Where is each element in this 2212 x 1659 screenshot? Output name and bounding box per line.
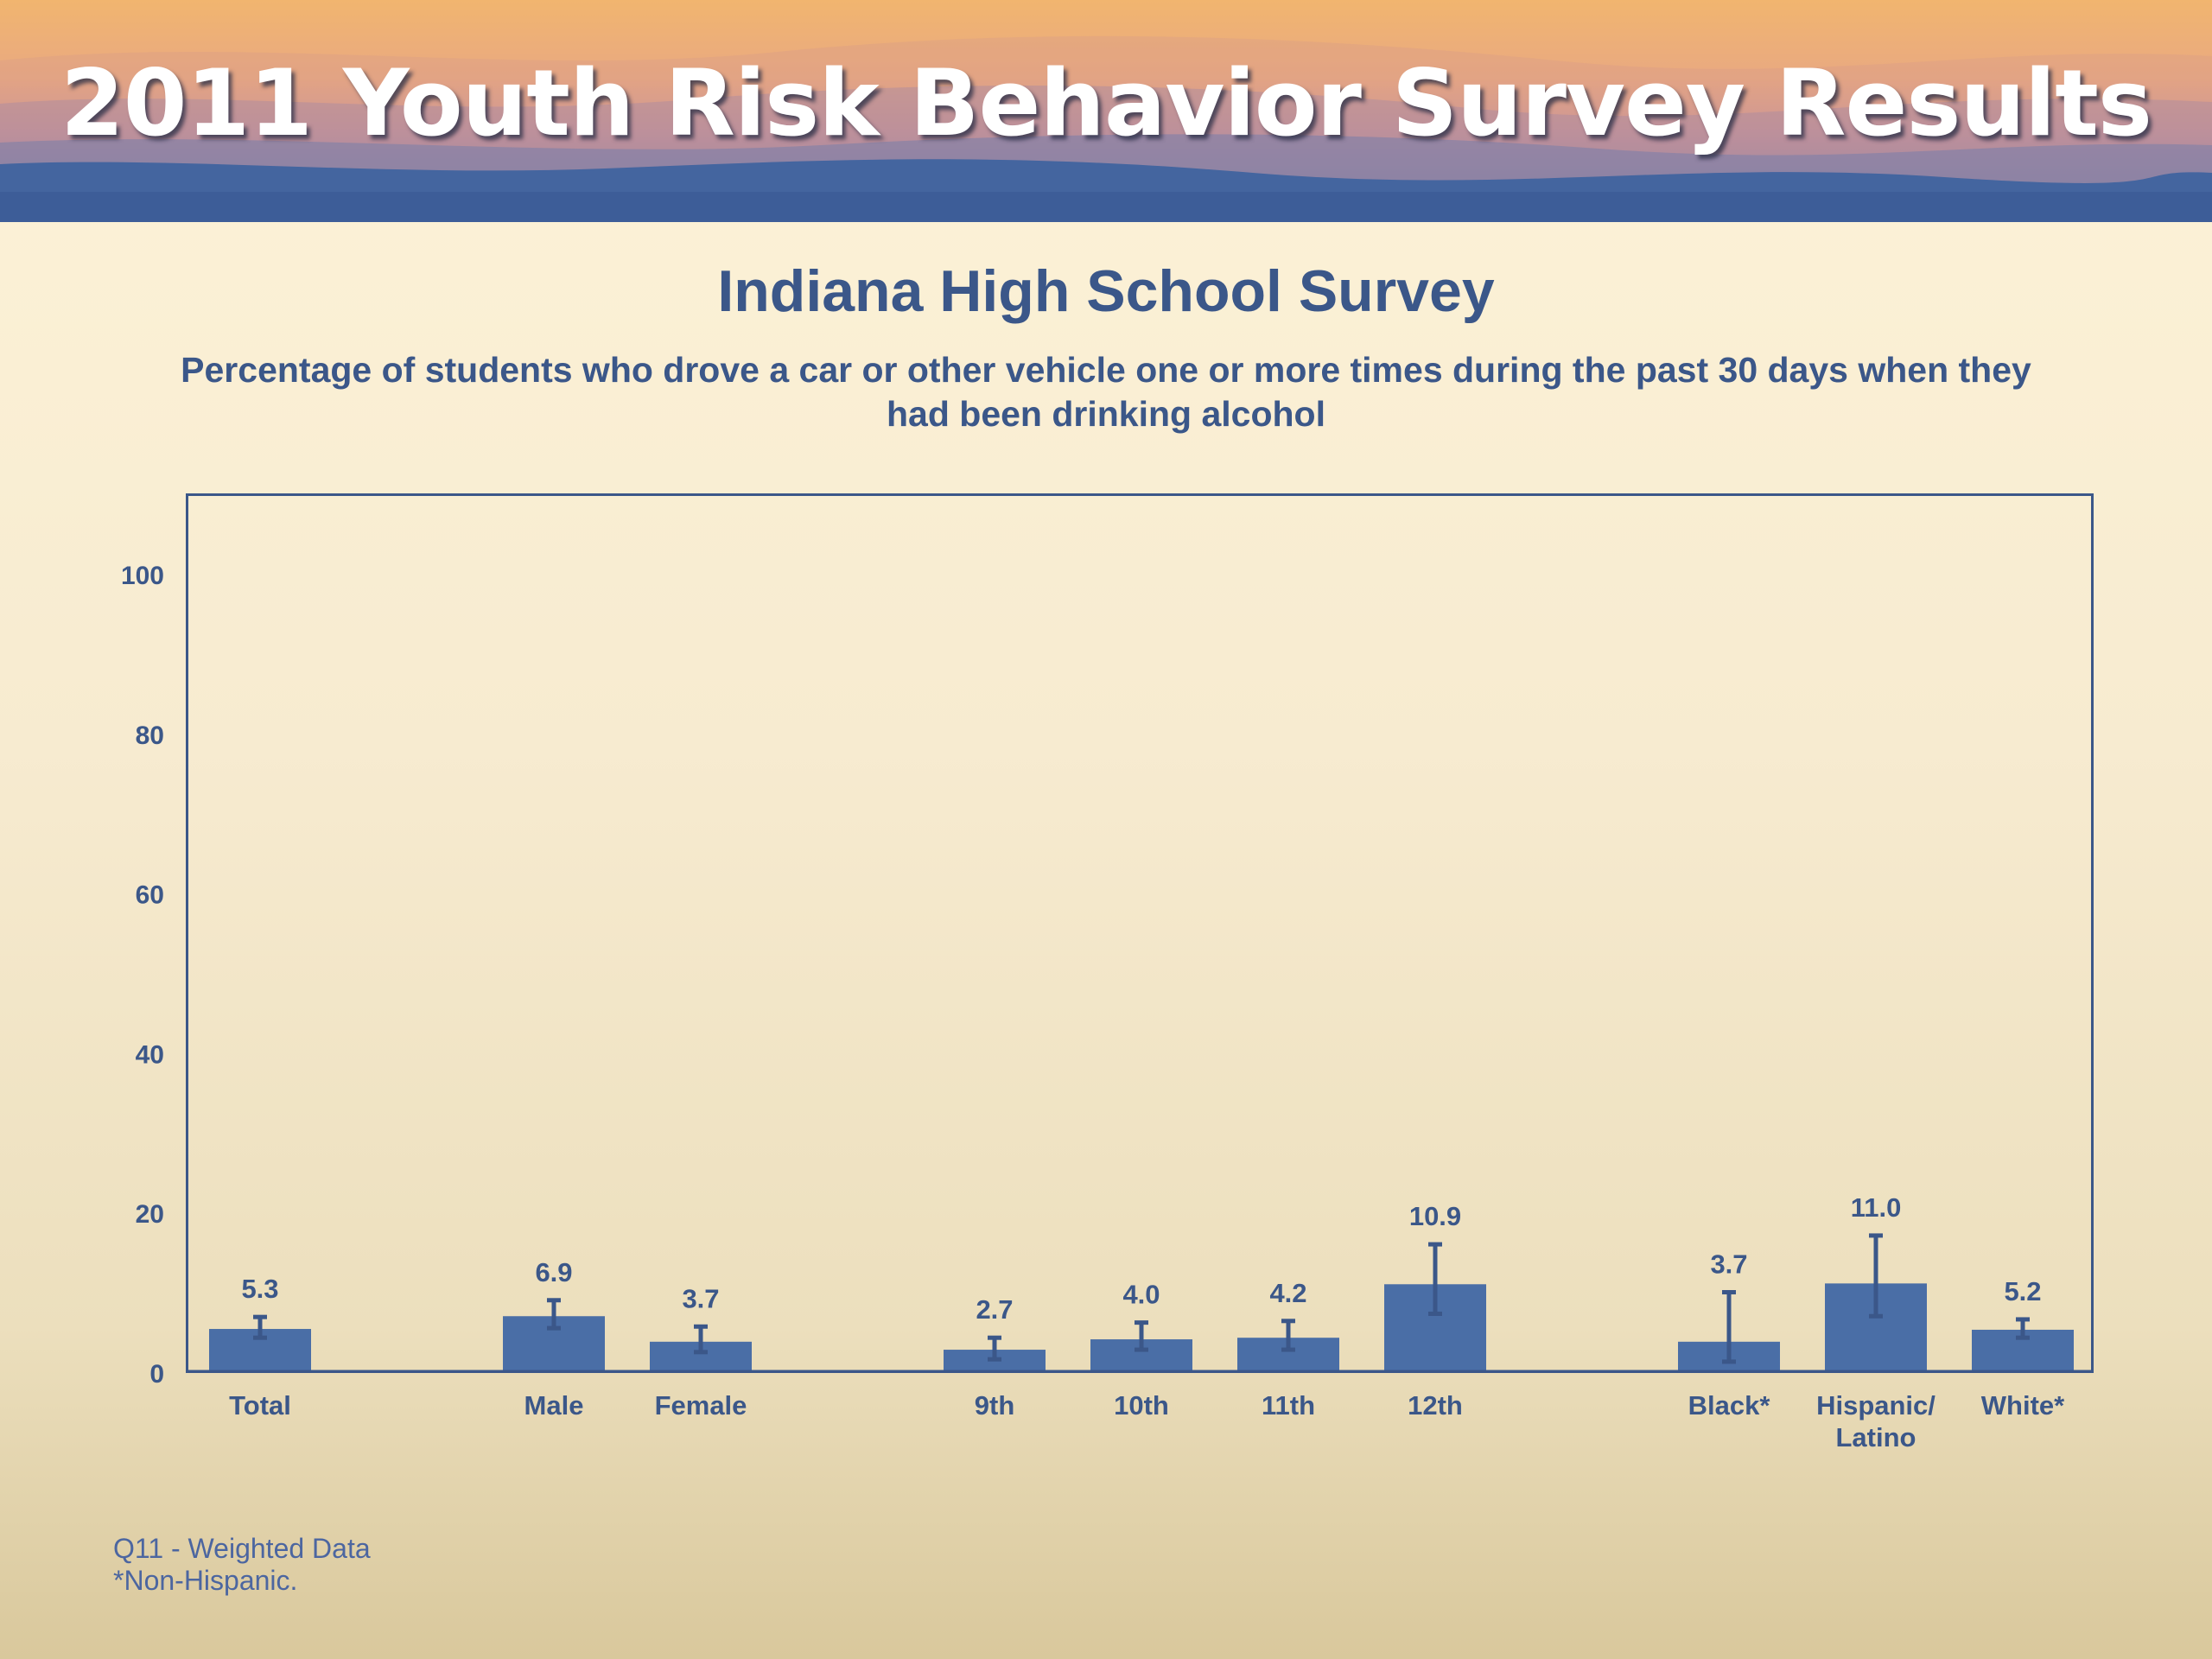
- error-bar-black: [1722, 1290, 1736, 1364]
- error-bar-9th: [988, 1335, 1001, 1362]
- data-label-12th: 10.9: [1409, 1201, 1461, 1231]
- x-tick-label-black: Black*: [1688, 1390, 1771, 1421]
- x-tick-label-9th: 9th: [975, 1390, 1015, 1421]
- y-tick-label-60: 60: [136, 881, 164, 910]
- error-bar-11th: [1281, 1319, 1295, 1352]
- header-banner: 2011 Youth Risk Behavior Survey Results: [0, 0, 2212, 222]
- data-label-10th: 4.0: [1122, 1280, 1160, 1310]
- data-label-hispanic-latino: 11.0: [1851, 1192, 1902, 1223]
- x-tick-label-total: Total: [229, 1390, 291, 1421]
- footnote-weighted-data: Q11 - Weighted Data: [113, 1533, 371, 1564]
- x-tick-label-white: White*: [1981, 1390, 2065, 1421]
- y-tick-label-100: 100: [121, 562, 164, 590]
- x-tick-label-hispanic-latino: Hispanic/Latino: [1816, 1390, 1936, 1452]
- data-label-9th: 2.7: [976, 1294, 1013, 1325]
- y-tick-label-0: 0: [149, 1360, 164, 1389]
- x-tick-label-10th: 10th: [1114, 1390, 1169, 1421]
- data-label-black: 3.7: [1710, 1249, 1747, 1280]
- footnote-non-hispanic: *Non-Hispanic.: [113, 1565, 298, 1596]
- data-label-11th: 4.2: [1269, 1278, 1306, 1308]
- error-bar-male: [547, 1298, 561, 1331]
- error-bar-total: [253, 1314, 267, 1340]
- error-bar-12th: [1428, 1242, 1442, 1316]
- footnotes: Q11 - Weighted Data *Non-Hispanic.: [113, 1533, 371, 1597]
- error-bar-female: [694, 1324, 708, 1355]
- data-label-total: 5.3: [241, 1274, 278, 1304]
- banner-title: 2011 Youth Risk Behavior Survey Results: [60, 50, 2152, 156]
- chart-title: Indiana High School Survey: [717, 258, 1495, 324]
- error-bar-10th: [1135, 1320, 1148, 1352]
- y-tick-label-20: 20: [136, 1200, 164, 1229]
- data-label-white: 5.2: [2004, 1276, 2041, 1306]
- chart-subtitle: Percentage of students who drove a car o…: [181, 350, 2031, 434]
- data-label-male: 6.9: [535, 1257, 572, 1287]
- y-tick-label-80: 80: [136, 721, 164, 750]
- x-tick-label-12th: 12th: [1408, 1390, 1463, 1421]
- x-tick-label-female: Female: [655, 1390, 747, 1421]
- y-tick-label-40: 40: [136, 1040, 164, 1069]
- error-bar-hispanic-latino: [1869, 1233, 1883, 1319]
- data-label-female: 3.7: [682, 1283, 719, 1313]
- x-tick-label-male: Male: [524, 1390, 584, 1421]
- error-bar-white: [2016, 1317, 2030, 1340]
- x-tick-label-11th: 11th: [1262, 1390, 1315, 1421]
- banner-background: [0, 0, 2212, 222]
- plot-frame: [186, 493, 2094, 1373]
